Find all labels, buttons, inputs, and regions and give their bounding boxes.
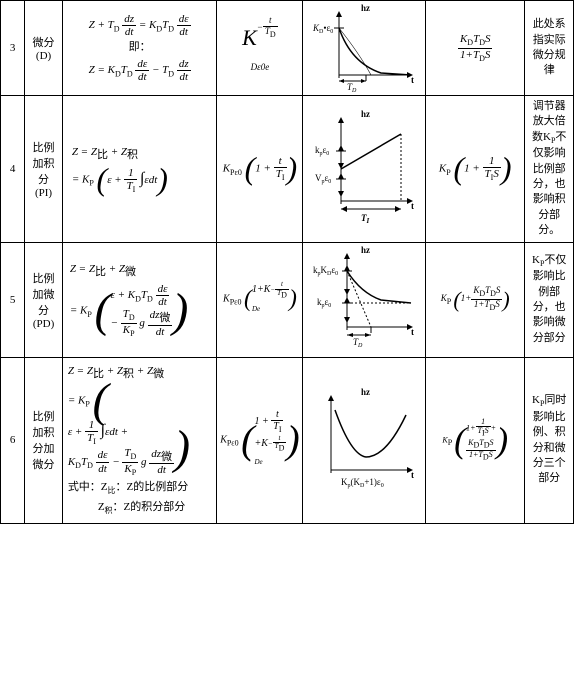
svg-text:TD: TD — [353, 337, 363, 349]
tf-pi: KP (1 + 1TIS) — [426, 96, 525, 243]
graph-d: hz t KD•ε0 TD — [303, 1, 426, 96]
row-name: 微分(D) — [25, 1, 63, 96]
svg-text:TI: TI — [361, 213, 370, 225]
note-pid: KP同时影响比例、积分和微分三个部分 — [525, 357, 574, 523]
note-pd: KP不仅影响比例部分，也影响微分部分 — [525, 242, 574, 357]
row-num: 6 — [1, 357, 25, 523]
svg-text:hz: hz — [361, 109, 370, 119]
graph-pid: hz t Kp(KD+1)ε0 — [303, 357, 426, 523]
svg-text:hz: hz — [361, 245, 370, 255]
note-d: 此处系指实际微分规律 — [525, 1, 574, 96]
svg-text:t: t — [411, 75, 414, 85]
row-name: 比例加积分加微分 — [25, 357, 63, 523]
svg-text:Kp(KD+1)ε0: Kp(KD+1)ε0 — [341, 477, 384, 489]
row-num: 3 — [1, 1, 25, 96]
k-expr-pi: KPε0 (1 + tTI) — [217, 96, 303, 243]
svg-text:t: t — [411, 201, 414, 211]
svg-text:hz: hz — [361, 387, 370, 397]
svg-text:Vpε0: Vpε0 — [315, 173, 331, 185]
tf-pid: KP ( 1+1TIS+ KDTDS1+TDS ) — [426, 357, 525, 523]
tf-d: KDTDS1+TDS — [426, 1, 525, 96]
tf-pd: KP (1+KDTDS1+TDS) — [426, 242, 525, 357]
equation-d: Z + TD dzdt = KDTD dεdt 即： Z = KDTD dεdt… — [62, 1, 217, 96]
row-name: 比例加微分(PD) — [25, 242, 63, 357]
row-name: 比例加积分(PI) — [25, 96, 63, 243]
svg-text:t: t — [411, 327, 414, 337]
row-num: 4 — [1, 96, 25, 243]
graph-pd: hz t kpKDε0 kpε0 TD — [303, 242, 426, 357]
equation-pi: Z = Z比 + Z积 = KP (ε + 1TI ∫εdt) — [62, 96, 217, 243]
svg-text:kpε0: kpε0 — [315, 145, 329, 157]
svg-text:t: t — [411, 470, 414, 480]
k-expr-pid: KPε0 ( 1 + tTI +K−tTDDe ) — [217, 357, 303, 523]
note-pi: 调节器放大倍数KP不仅影响比例部分，也影响积分部分。 — [525, 96, 574, 243]
svg-text:hz: hz — [361, 3, 370, 13]
equation-pid: Z = Z比 + Z积 + Z微 = KP ( ε + 1TI ∫εdt + K… — [62, 357, 217, 523]
k-expr-d: K−tTDDε0e — [217, 1, 303, 96]
svg-text:kpε0: kpε0 — [317, 297, 331, 309]
equation-pd: Z = Z比 + Z微 = KP ( ε + KDTD dεdt − TDKP … — [62, 242, 217, 357]
graph-pi: hz t kpε0 Vpε0 TI — [303, 96, 426, 243]
k-expr-pd: KPε0 (1+K−tTDDe) — [217, 242, 303, 357]
svg-text:TD: TD — [347, 82, 357, 93]
row-num: 5 — [1, 242, 25, 357]
svg-text:KD•ε0: KD•ε0 — [312, 23, 333, 35]
svg-text:kpKDε0: kpKDε0 — [313, 265, 338, 277]
